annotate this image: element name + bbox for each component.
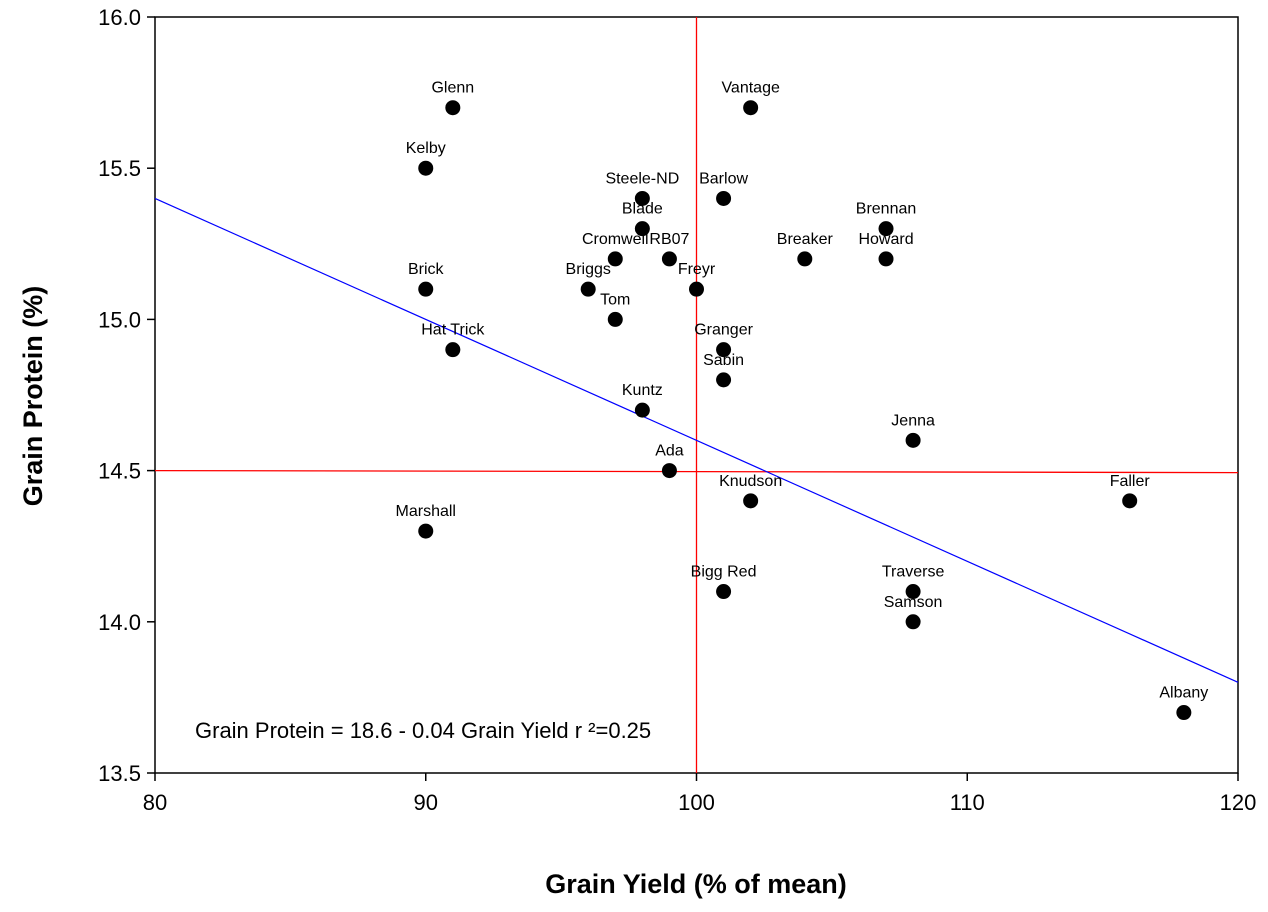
x-tick-label: 120 xyxy=(1220,790,1257,815)
point-label: Jenna xyxy=(891,412,935,429)
data-point xyxy=(1122,493,1138,509)
point-label: Howard xyxy=(858,231,913,248)
data-point xyxy=(878,251,894,267)
regression-line xyxy=(154,197,1239,683)
data-point xyxy=(716,584,732,600)
point-label: Briggs xyxy=(566,261,611,278)
point-label: Kuntz xyxy=(622,382,663,399)
y-tick-label: 14.0 xyxy=(98,610,141,635)
point-label: Tom xyxy=(600,291,630,308)
point-label: Hat Trick xyxy=(421,322,485,339)
data-point xyxy=(607,251,623,267)
data-point xyxy=(418,281,434,297)
data-point xyxy=(418,523,434,539)
data-point xyxy=(634,402,650,418)
data-point xyxy=(1176,705,1192,721)
point-label: Sabin xyxy=(703,352,744,369)
y-tick-label: 16.0 xyxy=(98,5,141,30)
x-tick-label: 110 xyxy=(950,790,985,815)
point-label: Brennan xyxy=(856,201,917,218)
data-point xyxy=(418,160,434,176)
point-label: Albany xyxy=(1159,685,1208,702)
point-label: Samson xyxy=(884,594,943,611)
data-point xyxy=(743,493,759,509)
data-point xyxy=(445,100,461,116)
reference-lines xyxy=(154,17,1239,773)
point-label: Knudson xyxy=(719,473,782,490)
data-point xyxy=(634,190,650,206)
data-point xyxy=(905,584,921,600)
y-tick-label: 14.5 xyxy=(98,459,141,484)
data-point xyxy=(661,251,677,267)
point-label: Freyr xyxy=(678,261,716,278)
data-points: Glenn Vantage Kelby Steele-ND Barlow Brennan B… xyxy=(396,80,1208,721)
point-label: Breaker xyxy=(777,231,834,248)
point-label: Barlow xyxy=(699,170,748,187)
point-label: Kelby xyxy=(406,140,446,157)
point-label: RB07 xyxy=(649,231,689,248)
data-point xyxy=(580,281,596,297)
data-point xyxy=(607,311,623,327)
point-label: Vantage xyxy=(721,80,780,97)
point-label: Steele-ND xyxy=(605,170,679,187)
x-tick-label: 80 xyxy=(143,790,167,815)
data-point xyxy=(905,432,921,448)
data-point xyxy=(716,342,732,358)
point-label: Glenn xyxy=(431,80,474,97)
data-point xyxy=(689,281,704,297)
x-tick-label: 90 xyxy=(414,790,438,815)
point-label: Marshall xyxy=(396,503,456,520)
point-label: Traverse xyxy=(882,564,945,581)
point-label: Faller xyxy=(1110,473,1151,490)
data-point xyxy=(797,251,813,267)
data-point xyxy=(661,463,677,479)
data-point xyxy=(878,221,894,237)
y-tick-label: 13.5 xyxy=(98,761,141,786)
data-point xyxy=(445,342,461,358)
reference-line-horizontal xyxy=(154,469,1239,474)
point-label: Brick xyxy=(408,261,445,278)
y-axis-title: Grain Protein (%) xyxy=(18,286,48,507)
point-label: Bigg Red xyxy=(691,564,757,581)
regression-line-group xyxy=(154,197,1239,683)
x-tick-label: 100 xyxy=(678,790,715,815)
data-point xyxy=(716,190,732,206)
data-point xyxy=(716,372,732,388)
axis-ticks: 80 90 100 110 120 13.5 14.0 14.5 15.0 15.5 16.0 xyxy=(98,5,1256,815)
data-point xyxy=(634,221,650,237)
point-label: Cromwell xyxy=(582,231,649,248)
data-point xyxy=(905,614,921,630)
point-label: Ada xyxy=(655,443,684,460)
y-tick-label: 15.0 xyxy=(98,307,141,332)
point-label: Blade xyxy=(622,201,663,218)
data-point xyxy=(743,100,759,116)
x-axis-title: Grain Yield (% of mean) xyxy=(545,869,847,899)
point-label: Granger xyxy=(694,322,753,339)
regression-equation: Grain Protein = 18.6 - 0.04 Grain Yield … xyxy=(195,718,651,743)
y-tick-label: 15.5 xyxy=(98,156,141,181)
